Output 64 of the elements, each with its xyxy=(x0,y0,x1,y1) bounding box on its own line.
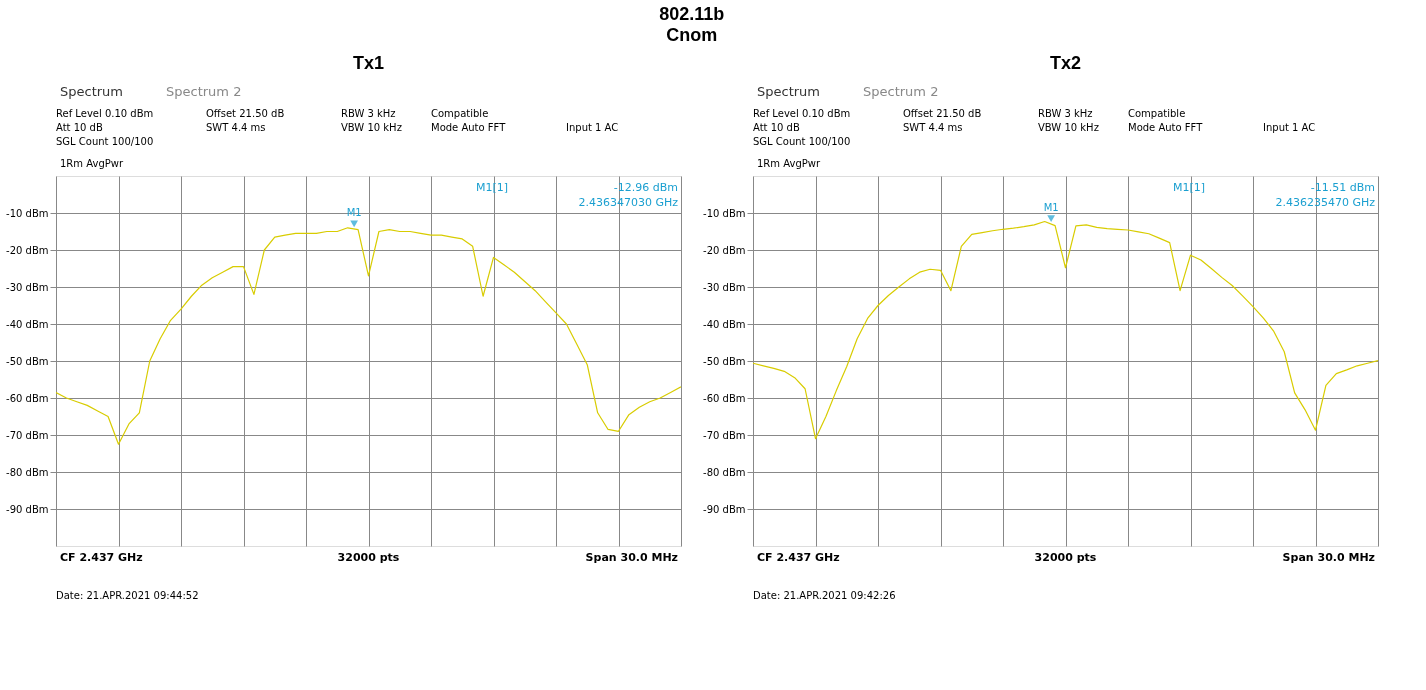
text: Spectrum 2 xyxy=(863,84,939,99)
y-tick-label: -10 dBm xyxy=(703,207,746,219)
y-tick-label: -60 dBm xyxy=(6,392,49,404)
y-tick-label: -70 dBm xyxy=(703,429,746,441)
chart-title: 802.11b xyxy=(659,3,725,24)
text: Tx2 xyxy=(1049,53,1082,73)
text: Att 10 dB xyxy=(56,122,103,133)
y-tick-label: -20 dBm xyxy=(6,244,49,256)
y-tick-label: -90 dBm xyxy=(6,503,49,515)
text: Input 1 AC xyxy=(1263,122,1316,133)
text: Ref Level 0.10 dBm xyxy=(753,108,851,119)
y-tick-label: -80 dBm xyxy=(703,466,746,478)
text: SWT 4.4 ms xyxy=(206,122,266,133)
y-tick-label: -20 dBm xyxy=(703,244,746,256)
text: Mode Auto FFT xyxy=(1128,122,1204,133)
chart-subtitle: Cnom xyxy=(666,24,718,45)
annotation: 2.436235470 GHz xyxy=(1275,196,1376,209)
text: 32000 pts xyxy=(1034,551,1097,564)
y-tick-label: -50 dBm xyxy=(703,355,746,367)
y-tick-label: -30 dBm xyxy=(703,281,746,293)
text: RBW 3 kHz xyxy=(341,108,396,119)
text: Att 10 dB xyxy=(753,122,800,133)
y-tick-label: -10 dBm xyxy=(6,207,49,219)
text: Date: 21.APR.2021 09:44:52 xyxy=(56,590,199,601)
annotation: 2.436347030 GHz xyxy=(578,196,679,209)
text: Offset 21.50 dB xyxy=(903,108,982,119)
text: Spectrum xyxy=(757,84,820,99)
annotation: M1[1] xyxy=(1173,181,1206,194)
y-tick-label: -30 dBm xyxy=(6,281,49,293)
annotation: M1[1] xyxy=(476,181,509,194)
y-tick-label: -70 dBm xyxy=(6,429,49,441)
annotation: -11.51 dBm xyxy=(1310,181,1375,194)
text: Date: 21.APR.2021 09:42:26 xyxy=(753,590,896,601)
y-tick-label: -40 dBm xyxy=(703,318,746,330)
text: Mode Auto FFT xyxy=(431,122,507,133)
text: CF 2.437 GHz xyxy=(60,551,143,564)
y-tick-label: -40 dBm xyxy=(6,318,49,330)
text: Span 30.0 MHz xyxy=(585,551,678,564)
text: CF 2.437 GHz xyxy=(757,551,840,564)
annotation: M1 xyxy=(346,206,362,218)
y-tick-label: -80 dBm xyxy=(6,466,49,478)
text: 1Rm AvgPwr xyxy=(60,158,124,169)
text: Input 1 AC xyxy=(566,122,619,133)
text: SGL Count 100/100 xyxy=(753,136,851,147)
text: Spectrum 2 xyxy=(166,84,242,99)
y-tick-label: -60 dBm xyxy=(703,392,746,404)
text: Tx1 xyxy=(352,53,385,73)
text: Ref Level 0.10 dBm xyxy=(56,108,154,119)
text: VBW 10 kHz xyxy=(1038,122,1099,133)
text: VBW 10 kHz xyxy=(341,122,402,133)
annotation: -12.96 dBm xyxy=(613,181,678,194)
text: 1Rm AvgPwr xyxy=(757,158,821,169)
text: Offset 21.50 dB xyxy=(206,108,285,119)
text: 32000 pts xyxy=(337,551,400,564)
text: SWT 4.4 ms xyxy=(903,122,963,133)
text: RBW 3 kHz xyxy=(1038,108,1093,119)
text: SGL Count 100/100 xyxy=(56,136,154,147)
annotation: M1 xyxy=(1043,201,1059,213)
y-tick-label: -90 dBm xyxy=(703,503,746,515)
text: Compatible xyxy=(431,108,489,119)
y-tick-label: -50 dBm xyxy=(6,355,49,367)
text: Spectrum xyxy=(60,84,123,99)
text: Compatible xyxy=(1128,108,1186,119)
text: Span 30.0 MHz xyxy=(1282,551,1375,564)
